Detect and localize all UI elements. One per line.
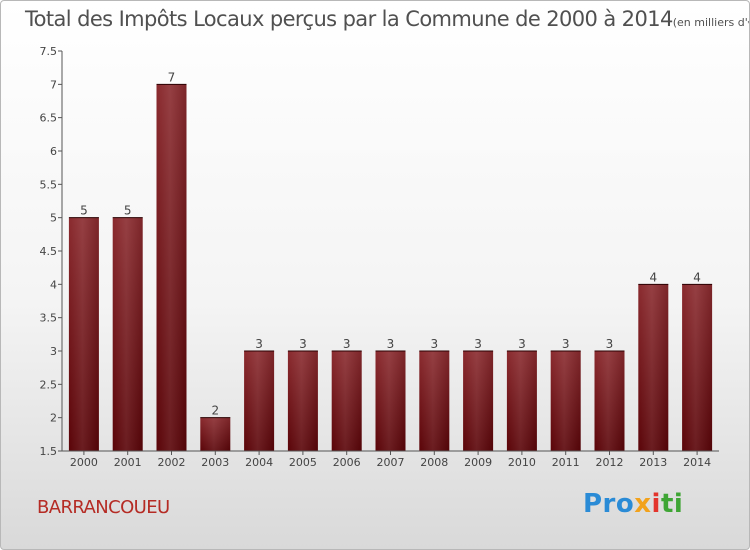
y-tick-label: 3	[50, 345, 57, 358]
bar-shine-2003	[200, 417, 231, 451]
bar-shine-2005	[287, 351, 318, 451]
value-label-2012: 3	[606, 337, 614, 351]
value-label-2010: 3	[518, 337, 526, 351]
y-tick-label: 2	[50, 412, 57, 425]
x-tick-label-2000: 2000	[70, 456, 98, 469]
bar-shine-2006	[331, 351, 362, 451]
value-label-2006: 3	[343, 337, 351, 351]
y-tick-label: 5	[50, 212, 57, 225]
bar-shine-2012	[594, 351, 625, 451]
bars-layer: 5 5 7 2 3 3 3 3 3 3 3 3 3 4 4	[68, 70, 713, 451]
y-tick-label: 2.5	[40, 378, 58, 391]
y-tick-label: 6	[50, 145, 57, 158]
value-label-2007: 3	[387, 337, 395, 351]
bar-shine-2009	[463, 351, 494, 451]
bar-shine-2014	[682, 284, 713, 451]
x-tick-label-2010: 2010	[508, 456, 536, 469]
x-tick-label-2012: 2012	[596, 456, 624, 469]
x-tick-label-2005: 2005	[289, 456, 317, 469]
y-tick-label: 4	[50, 278, 57, 291]
value-label-2009: 3	[474, 337, 482, 351]
bar-shine-2008	[419, 351, 450, 451]
bar-shine-2013	[638, 284, 669, 451]
value-label-2002: 7	[168, 70, 176, 84]
commune-name: BARRANCOUEU	[37, 497, 170, 518]
x-tick-label-2013: 2013	[639, 456, 667, 469]
logo-part-3: i	[651, 489, 661, 519]
x-tick-label-2007: 2007	[377, 456, 405, 469]
x-tick-label-2001: 2001	[114, 456, 142, 469]
chart-title: Total des Impôts Locaux perçus par la Co…	[25, 7, 749, 31]
y-tick-label: 4.5	[40, 245, 58, 258]
bar-shine-2007	[375, 351, 406, 451]
logo-part-1: Pro	[583, 489, 635, 519]
y-tick-label: 7	[50, 78, 57, 91]
bar-shine-2001	[112, 217, 143, 451]
value-label-2000: 5	[80, 204, 88, 218]
value-label-2005: 3	[299, 337, 307, 351]
y-tick-label: 1.5	[40, 445, 58, 458]
value-label-2008: 3	[430, 337, 438, 351]
bar-shine-2011	[550, 351, 581, 451]
proxiti-logo[interactable]: Proxiti	[583, 489, 683, 519]
x-tick-label-2003: 2003	[201, 456, 229, 469]
bar-shine-2000	[68, 217, 99, 451]
x-tick-label-2014: 2014	[683, 456, 711, 469]
value-label-2013: 4	[649, 270, 657, 284]
bar-shine-2002	[156, 84, 187, 451]
y-tick-label: 5.5	[40, 178, 58, 191]
chart-title-unit: (en milliers d'€)	[672, 16, 749, 29]
value-label-2011: 3	[562, 337, 570, 351]
x-tick-label-2011: 2011	[552, 456, 580, 469]
x-tick-label-2002: 2002	[158, 456, 186, 469]
axes-layer: 1.5 2 2.5 3 3.5 4 4.5 5 5.5 6 6.5 7 7.5 2000 2001 2002 2…	[40, 45, 719, 469]
logo-part-2: x	[634, 489, 652, 519]
x-tick-label-2004: 2004	[245, 456, 273, 469]
bar-shine-2004	[244, 351, 275, 451]
y-tick-label: 6.5	[40, 112, 58, 125]
value-label-2004: 3	[255, 337, 263, 351]
y-tick-label: 3.5	[40, 312, 58, 325]
x-tick-label-2008: 2008	[420, 456, 448, 469]
value-label-2003: 2	[211, 404, 219, 418]
x-tick-label-2006: 2006	[333, 456, 361, 469]
y-tick-label: 7.5	[40, 45, 58, 58]
value-label-2014: 4	[693, 270, 701, 284]
x-tick-label-2009: 2009	[464, 456, 492, 469]
chart-title-main: Total des Impôts Locaux perçus par la Co…	[25, 7, 673, 31]
bar-shine-2010	[506, 351, 537, 451]
logo-part-4: ti	[660, 489, 684, 519]
value-label-2001: 5	[124, 204, 132, 218]
